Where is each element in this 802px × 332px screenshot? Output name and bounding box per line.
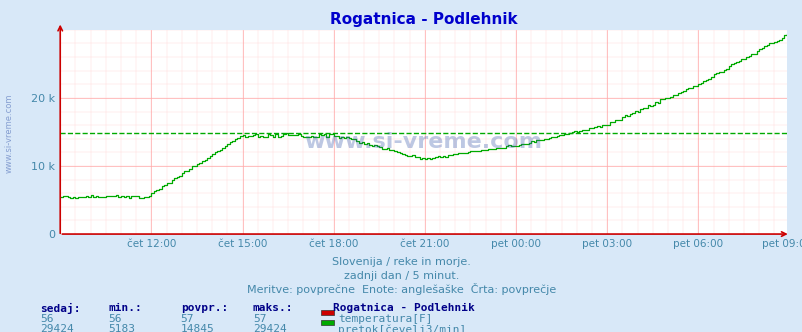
Text: Meritve: povprečne  Enote: anglešaške  Črta: povprečje: Meritve: povprečne Enote: anglešaške Črt… [246,283,556,295]
Text: 14845: 14845 [180,324,214,332]
Title: Rogatnica - Podlehnik: Rogatnica - Podlehnik [330,12,516,27]
Text: 56: 56 [108,314,122,324]
Text: 29424: 29424 [40,324,74,332]
Text: Slovenija / reke in morje.: Slovenija / reke in morje. [332,257,470,267]
Text: www.si-vreme.com: www.si-vreme.com [5,93,14,173]
Text: 29424: 29424 [253,324,286,332]
Text: temperatura[F]: temperatura[F] [338,314,432,324]
Text: Rogatnica - Podlehnik: Rogatnica - Podlehnik [333,303,475,313]
Text: sedaj:: sedaj: [40,303,80,314]
Text: pretok[čevelj3/min]: pretok[čevelj3/min] [338,324,466,332]
Text: 56: 56 [40,314,54,324]
Text: 5183: 5183 [108,324,136,332]
Text: povpr.:: povpr.: [180,303,228,313]
Text: 57: 57 [253,314,266,324]
Text: 57: 57 [180,314,194,324]
Text: min.:: min.: [108,303,142,313]
Text: maks.:: maks.: [253,303,293,313]
Text: www.si-vreme.com: www.si-vreme.com [304,132,542,152]
Text: zadnji dan / 5 minut.: zadnji dan / 5 minut. [343,271,459,281]
